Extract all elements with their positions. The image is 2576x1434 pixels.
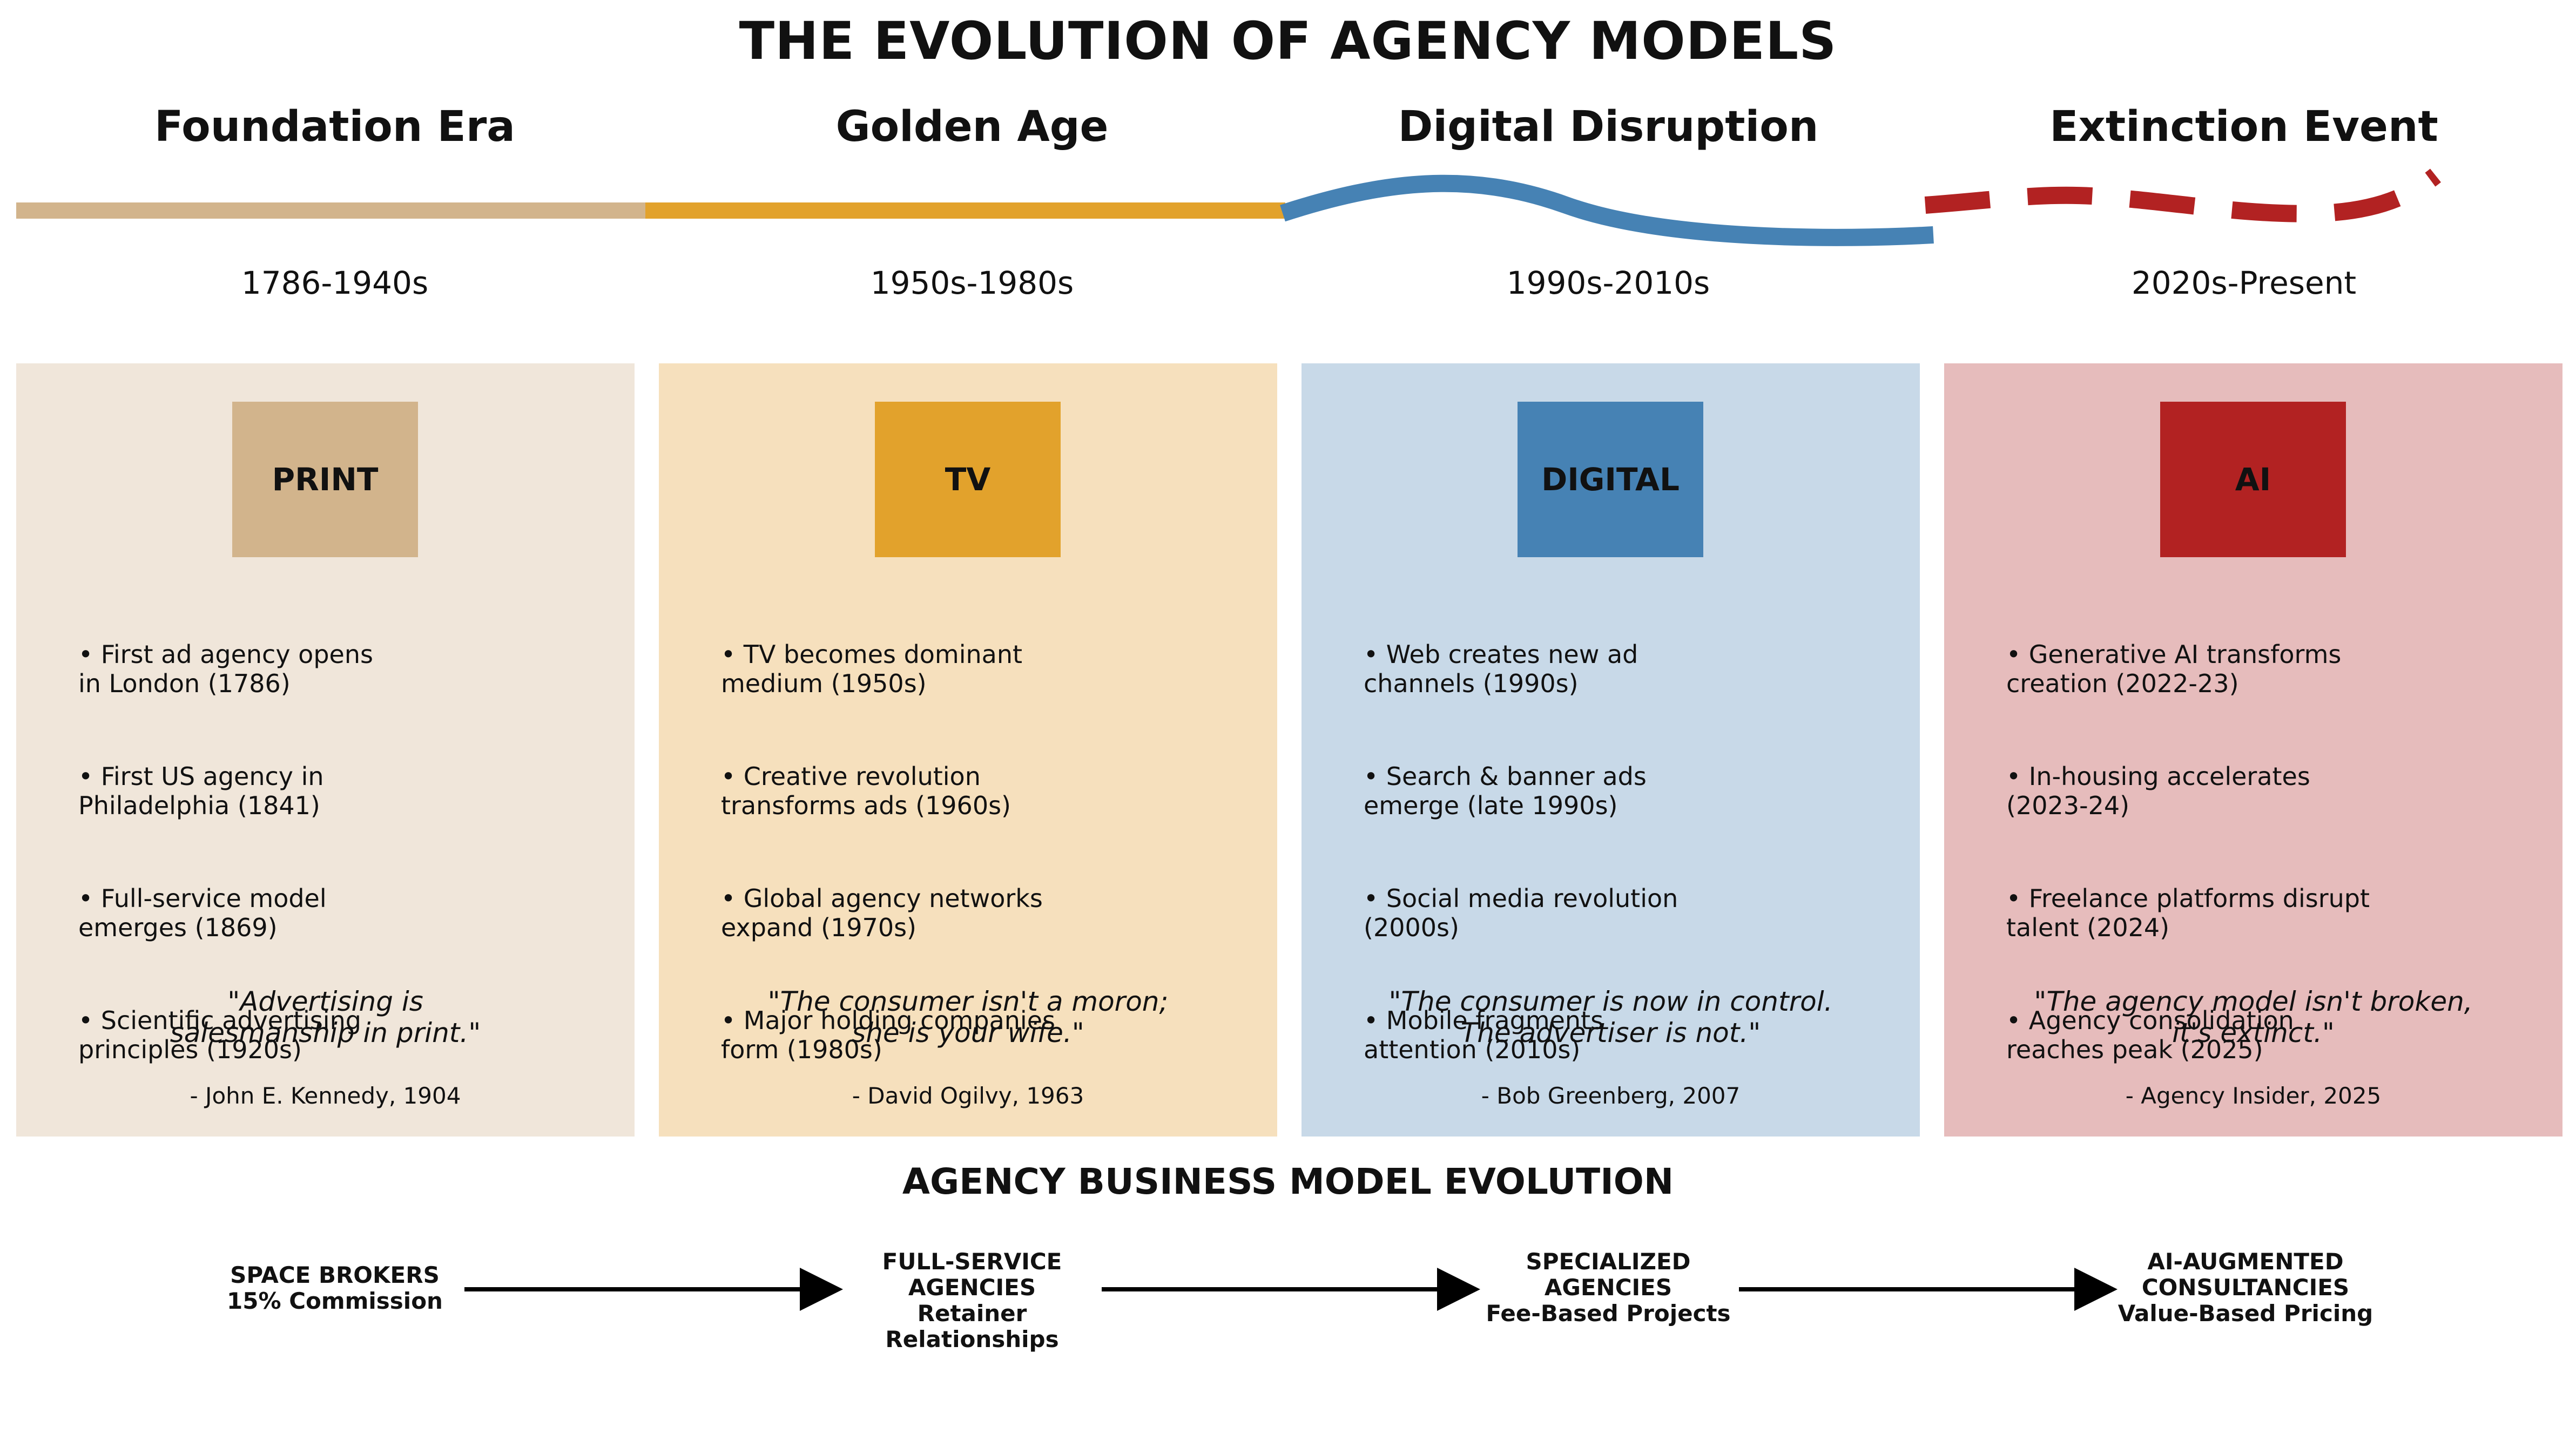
model-stage-full-service: FULL-SERVICE AGENCIES Retainer Relationshi… xyxy=(882,1248,1062,1352)
list-item: • TV becomes dominant medium (1950s) xyxy=(721,640,1023,698)
bullet-list-digital: • Web creates new ad channels (1990s) • S… xyxy=(1364,640,1850,1064)
quote-attribution-ai: - Agency Insider, 2025 xyxy=(2125,1083,2382,1109)
list-item: • In-housing accelerates (2023-24) xyxy=(2006,762,2310,820)
business-model-arrows xyxy=(464,1268,2118,1311)
quote-ai: "The agency model isn't broken, it's exti… xyxy=(2034,986,2473,1049)
era-years-extinction-event: 2020s-Present xyxy=(2131,265,2357,301)
list-item: • Major holding companies form (1980s) xyxy=(721,1006,1055,1064)
model-stage-ai-augmented: AI-AUGMENTED CONSULTANCIES Value-Based Pri… xyxy=(2118,1248,2373,1327)
timeline-segment-ai xyxy=(1924,168,2441,222)
list-item: • Search & banner ads emerge (late 1990s) xyxy=(1364,762,1647,820)
era-years-foundation: 1786-1940s xyxy=(241,265,429,301)
badge-label: AI xyxy=(2235,461,2271,498)
badge-label: TV xyxy=(945,461,991,498)
list-item: • Full-service model emerges (1869) xyxy=(78,884,327,942)
bullet-list-tv: • TV becomes dominant medium (1950s) • Cr… xyxy=(721,640,1207,1064)
quote-attribution-print: - John E. Kennedy, 1904 xyxy=(190,1083,461,1109)
badge-tv: TV xyxy=(875,402,1061,557)
list-item: • Mobile fragments attention (2010s) xyxy=(1364,1006,1604,1064)
list-item: • First US agency in Philadelphia (1841) xyxy=(78,762,324,820)
list-item: • Scientific advertising principles (1920… xyxy=(78,1006,361,1064)
quote-tv: "The consumer isn't a moron; she is your … xyxy=(767,986,1169,1049)
list-item: • Web creates new ad channels (1990s) xyxy=(1364,640,1638,698)
era-years-golden-age: 1950s-1980s xyxy=(870,265,1074,301)
list-item: • Freelance platforms disrupt talent (202… xyxy=(2006,884,2370,942)
business-model-title: AGENCY BUSINESS MODEL EVOLUTION xyxy=(902,1161,1674,1202)
quote-digital: "The consumer is now in control. The adve… xyxy=(1388,986,1833,1049)
list-item: • Global agency networks expand (1970s) xyxy=(721,884,1043,942)
badge-ai: AI xyxy=(2160,402,2346,557)
list-item: • Social media revolution (2000s) xyxy=(1364,884,1678,942)
quote-attribution-digital: - Bob Greenberg, 2007 xyxy=(1481,1083,1741,1109)
quote-print: "Advertising is salesmanship in print." xyxy=(170,986,481,1049)
bullet-list-ai: • Generative AI transforms creation (2022… xyxy=(2006,640,2492,1064)
model-stage-space-brokers: SPACE BROKERS 15% Commission xyxy=(227,1262,443,1314)
bullet-list-print: • First ad agency opens in London (1786) … xyxy=(78,640,564,1064)
timeline-segment-digital xyxy=(1280,174,1934,246)
list-item: • First ad agency opens in London (1786) xyxy=(78,640,373,698)
page-title: THE EVOLUTION OF AGENCY MODELS xyxy=(739,11,1837,71)
list-item: • Creative revolution transforms ads (196… xyxy=(721,762,1011,820)
badge-label: PRINT xyxy=(272,461,379,498)
quote-attribution-tv: - David Ogilvy, 1963 xyxy=(852,1083,1084,1109)
era-name-digital-disruption: Digital Disruption xyxy=(1398,103,1819,151)
timeline-line xyxy=(16,168,2441,246)
era-years-digital-disruption: 1990s-2010s xyxy=(1506,265,1710,301)
badge-print: PRINT xyxy=(232,402,418,557)
list-item: • Agency consolidation reaches peak (2025… xyxy=(2006,1006,2294,1064)
era-name-golden-age: Golden Age xyxy=(835,103,1109,151)
model-stage-specialized: SPECIALIZED AGENCIES Fee-Based Projects xyxy=(1486,1248,1731,1327)
list-item: • Generative AI transforms creation (2022… xyxy=(2006,640,2342,698)
era-name-extinction-event: Extinction Event xyxy=(2049,103,2438,151)
badge-digital: DIGITAL xyxy=(1518,402,1703,557)
era-name-foundation: Foundation Era xyxy=(154,103,515,151)
badge-label: DIGITAL xyxy=(1541,461,1680,498)
